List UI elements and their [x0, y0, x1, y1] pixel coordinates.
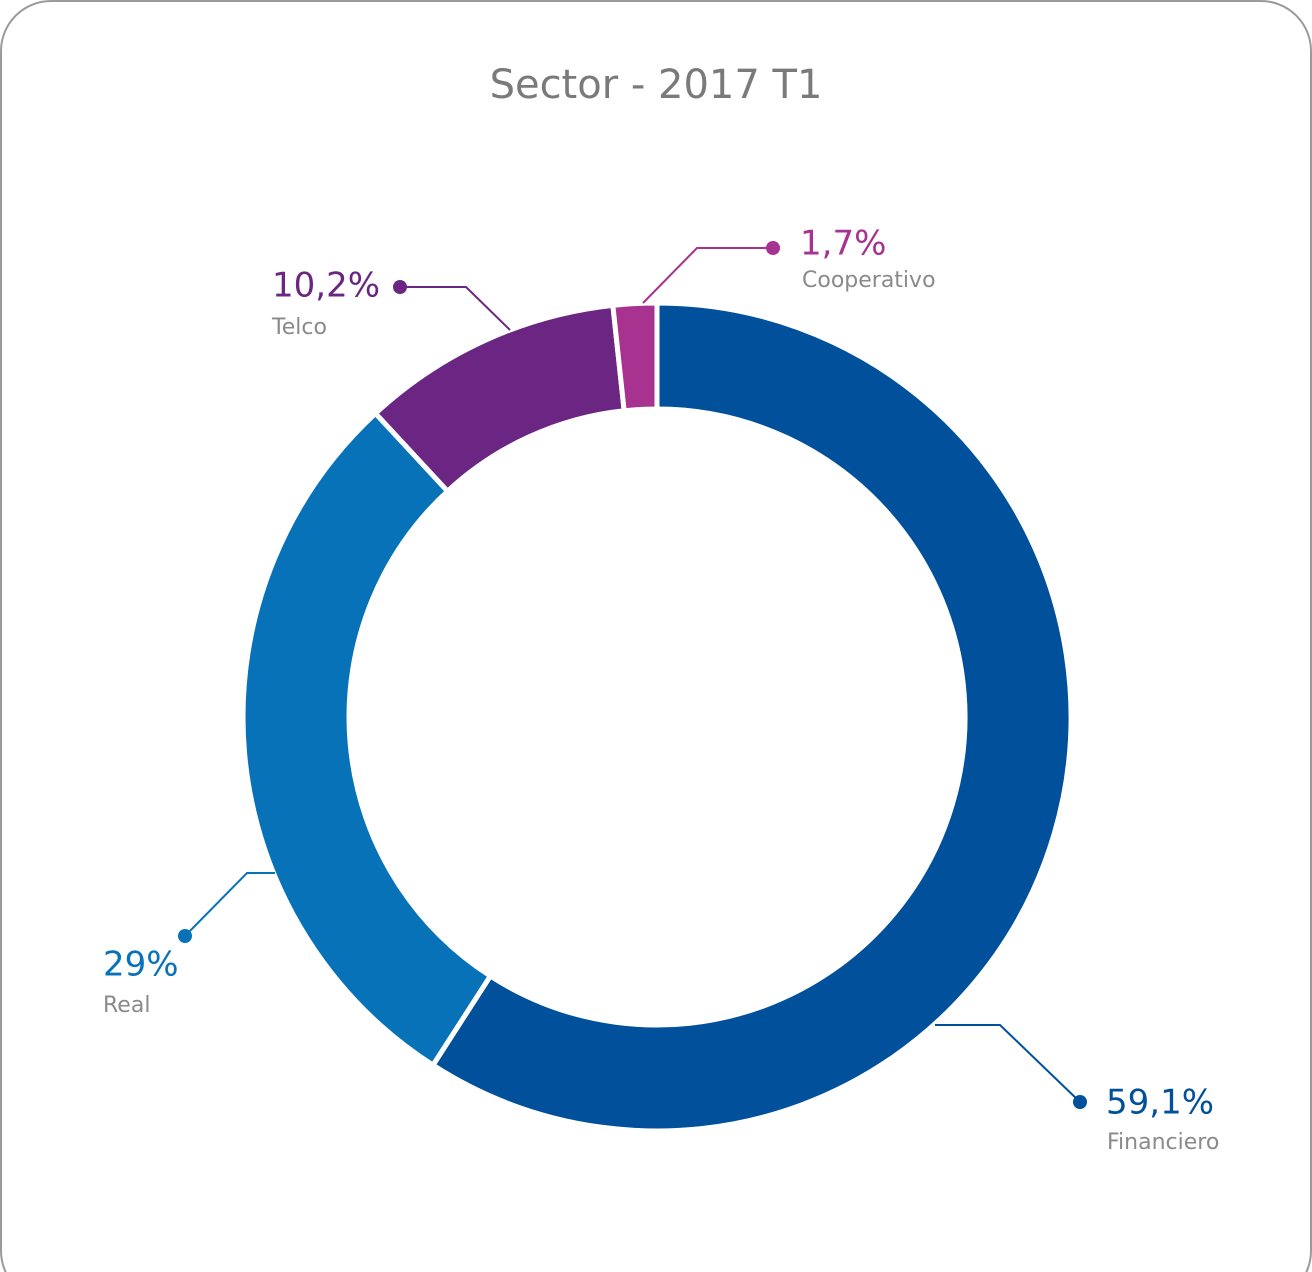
value-label: 1,7%: [800, 224, 886, 264]
category-label: Real: [103, 993, 150, 1018]
value-label: 29%: [103, 945, 179, 985]
value-label: 59,1%: [1106, 1083, 1214, 1123]
donut-segment: [429, 300, 1074, 1134]
category-label: Telco: [271, 315, 327, 340]
leader-dot: [1073, 1095, 1087, 1109]
chart-title: Sector - 2017 T1: [490, 62, 823, 108]
donut-segment: [610, 300, 660, 414]
leader-line: [642, 247, 773, 304]
leader-line: [400, 286, 511, 331]
leader-dot: [393, 280, 407, 294]
donut-segment: [240, 409, 494, 1069]
category-label: Cooperativo: [802, 268, 936, 293]
leader-line: [184, 872, 275, 937]
value-label: 10,2%: [272, 266, 380, 306]
leader-dot: [766, 241, 780, 255]
category-label: Financiero: [1107, 1130, 1219, 1155]
leader-line: [935, 1024, 1081, 1103]
leader-dot: [178, 929, 192, 943]
